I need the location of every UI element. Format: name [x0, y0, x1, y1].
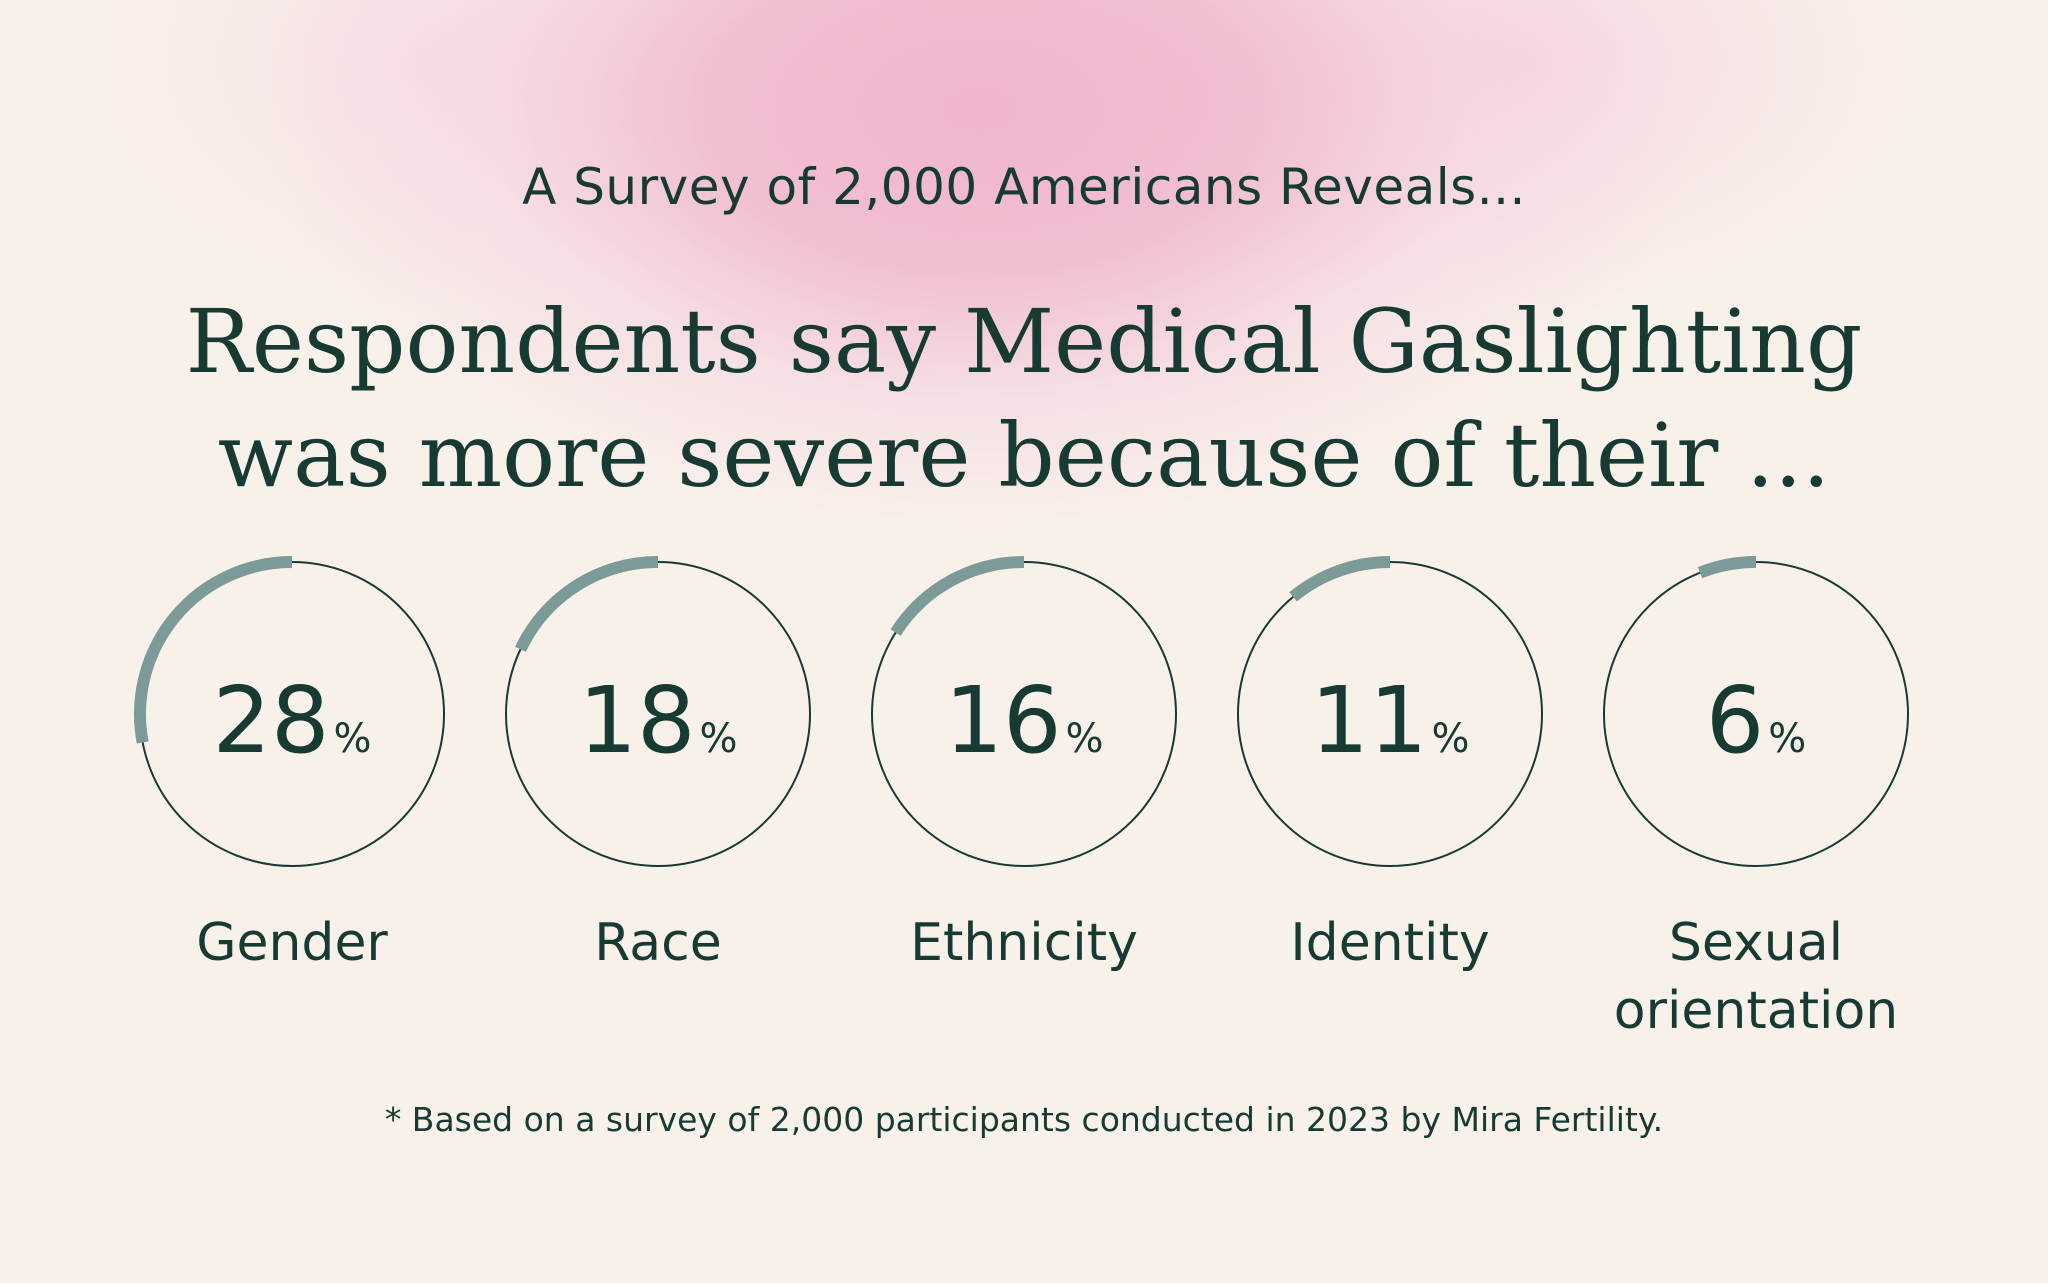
- progress-arc: [890, 556, 1025, 636]
- category-label: Identity: [1290, 913, 1489, 973]
- value-label: 11%: [1310, 667, 1469, 774]
- value-number: 18: [578, 667, 695, 774]
- value-label: 28%: [212, 667, 371, 774]
- ring-group-2: 18 % Race: [505, 556, 811, 973]
- headline: Respondents say Medical Gaslighting was …: [0, 285, 2048, 513]
- ring-group-5: 6 % Sexual orientation: [1603, 556, 1909, 1041]
- footnote: * Based on a survey of 2,000 participant…: [384, 1100, 1664, 1139]
- percent-sign: %: [1432, 716, 1470, 762]
- value-number: 16: [944, 667, 1061, 774]
- ring-group-1: 28 % Gender: [134, 556, 445, 973]
- headline-line-1: Respondents say Medical Gaslighting: [185, 290, 1863, 393]
- value-number: 28: [212, 667, 329, 774]
- percent-sign: %: [1768, 716, 1806, 762]
- value-number: 11: [1310, 667, 1427, 774]
- percent-sign: %: [1066, 716, 1104, 762]
- progress-arc: [1697, 556, 1757, 579]
- value-label: 6%: [1706, 667, 1807, 774]
- progress-arc: [134, 556, 293, 744]
- value-number: 6: [1706, 667, 1765, 774]
- progress-arc: [1289, 556, 1391, 602]
- category-label: Sexual: [1669, 913, 1843, 973]
- ring-group-3: 16 % Ethnicity: [871, 556, 1177, 973]
- ring-group-4: 11 % Identity: [1237, 556, 1543, 973]
- value-label: 18%: [578, 667, 737, 774]
- value-label: 16%: [944, 667, 1103, 774]
- progress-arc: [515, 556, 659, 652]
- category-label: orientation: [1614, 981, 1898, 1041]
- survey-subtitle: A Survey of 2,000 Americans Reveals...: [522, 158, 1526, 216]
- category-label: Race: [594, 913, 721, 973]
- category-label: Gender: [196, 913, 388, 973]
- percent-sign: %: [700, 716, 738, 762]
- category-label: Ethnicity: [910, 913, 1138, 973]
- headline-line-2: was more severe because of their ...: [217, 404, 1831, 507]
- percent-sign: %: [334, 716, 372, 762]
